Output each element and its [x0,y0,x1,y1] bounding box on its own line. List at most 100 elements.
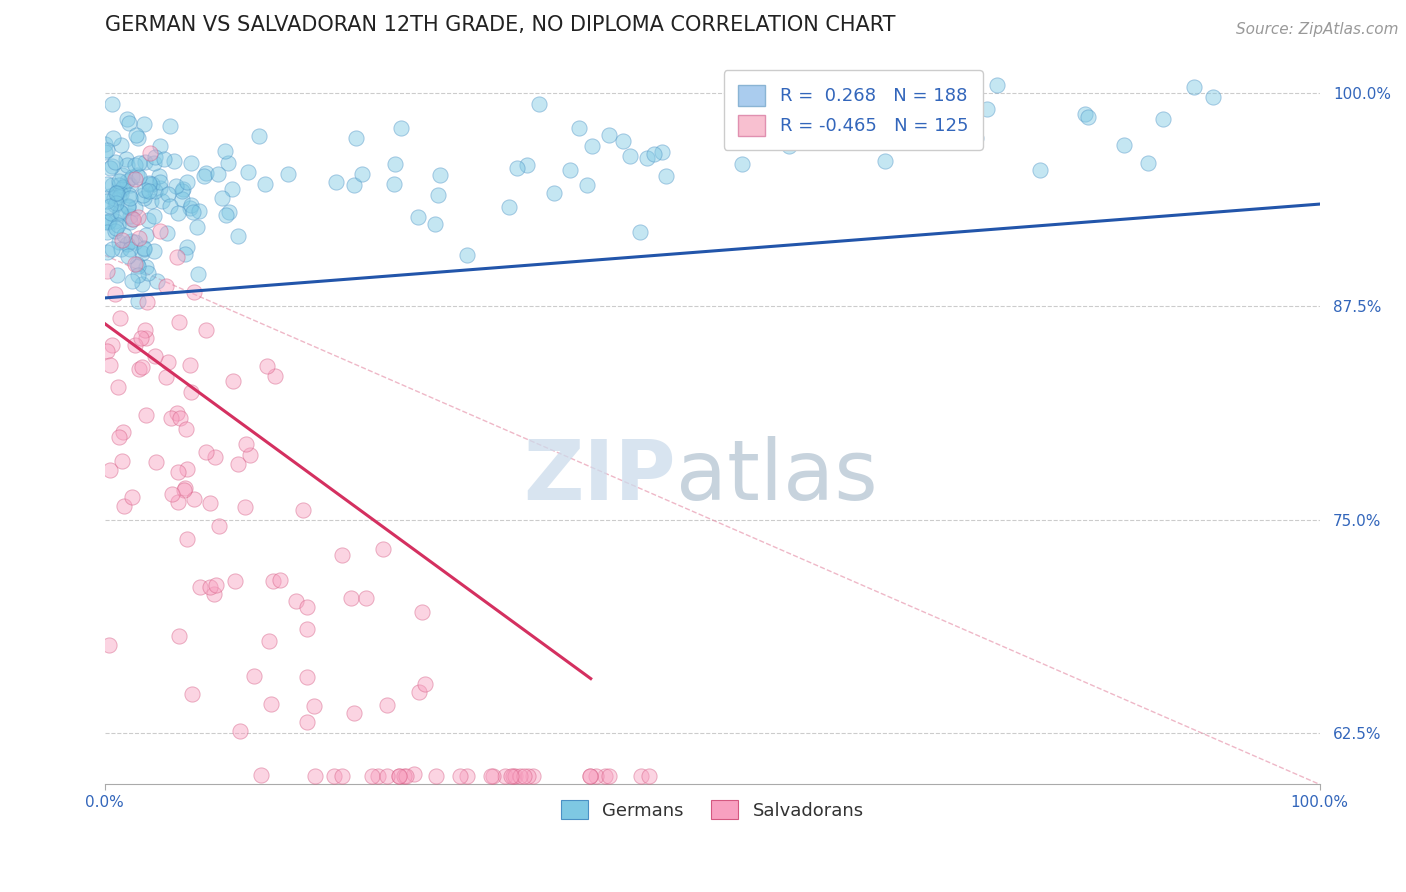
Point [148,139,170,153]
Point [98,358,121,372]
Point [481,769,503,783]
Point [103,130,125,145]
Point [134,184,156,198]
Point [150,194,173,209]
Point [408,210,430,224]
Point [131,246,153,260]
Point [138,176,160,190]
Point [153,153,176,167]
Point [110,243,132,257]
Point [145,455,167,469]
Point [986,78,1008,92]
Point [323,769,346,783]
Point [101,159,124,173]
Point [110,310,132,325]
Point [134,155,156,169]
Point [167,495,190,509]
Point [598,128,620,142]
Point [172,182,194,196]
Point [110,186,132,201]
Point [104,224,127,238]
Point [494,769,516,783]
Point [98,189,121,203]
Point [101,242,124,256]
Point [388,769,411,783]
Point [173,483,195,497]
Point [100,206,122,220]
Point [513,769,536,783]
Point [107,380,129,394]
Point [103,191,125,205]
Point [297,714,319,729]
Point [247,128,270,143]
Point [155,369,177,384]
Point [163,154,186,169]
Point [128,156,150,170]
Point [118,191,141,205]
Point [1202,89,1225,103]
Point [128,361,150,376]
Point [295,600,318,615]
Point [516,769,538,783]
Point [180,155,202,169]
Point [297,669,319,683]
Point [166,406,188,420]
Point [132,242,155,256]
Point [115,174,138,188]
Point [173,246,195,260]
Point [124,171,146,186]
Point [595,769,617,783]
Point [121,211,143,226]
Point [143,150,166,164]
Point [174,422,197,436]
Point [108,235,131,249]
Point [228,724,250,739]
Point [205,578,228,592]
Point [165,178,187,193]
Point [257,634,280,648]
Point [217,155,239,169]
Point [214,144,236,158]
Point [127,294,149,309]
Point [896,119,918,133]
Text: ZIP: ZIP [523,435,676,516]
Point [1029,163,1052,178]
Point [112,500,135,514]
Point [325,175,347,189]
Point [131,187,153,202]
Point [256,359,278,373]
Point [101,178,124,193]
Point [918,134,941,148]
Point [128,169,150,184]
Point [449,769,471,783]
Point [262,574,284,588]
Point [360,769,382,783]
Point [111,425,134,439]
Text: atlas: atlas [676,435,877,516]
Point [145,184,167,198]
Point [181,687,204,701]
Point [107,218,129,232]
Point [117,249,139,263]
Point [1136,156,1159,170]
Point [143,209,166,223]
Point [104,186,127,200]
Point [124,257,146,271]
Point [207,167,229,181]
Point [558,162,581,177]
Point [176,532,198,546]
Point [352,167,374,181]
Point [112,227,135,242]
Point [188,203,211,218]
Point [166,250,188,264]
Point [183,492,205,507]
Point [277,168,299,182]
Point [104,195,127,210]
Point [149,175,172,189]
Point [121,169,143,184]
Point [404,767,426,781]
Point [193,169,215,184]
Point [207,518,229,533]
Point [98,161,121,175]
Point [125,257,148,271]
